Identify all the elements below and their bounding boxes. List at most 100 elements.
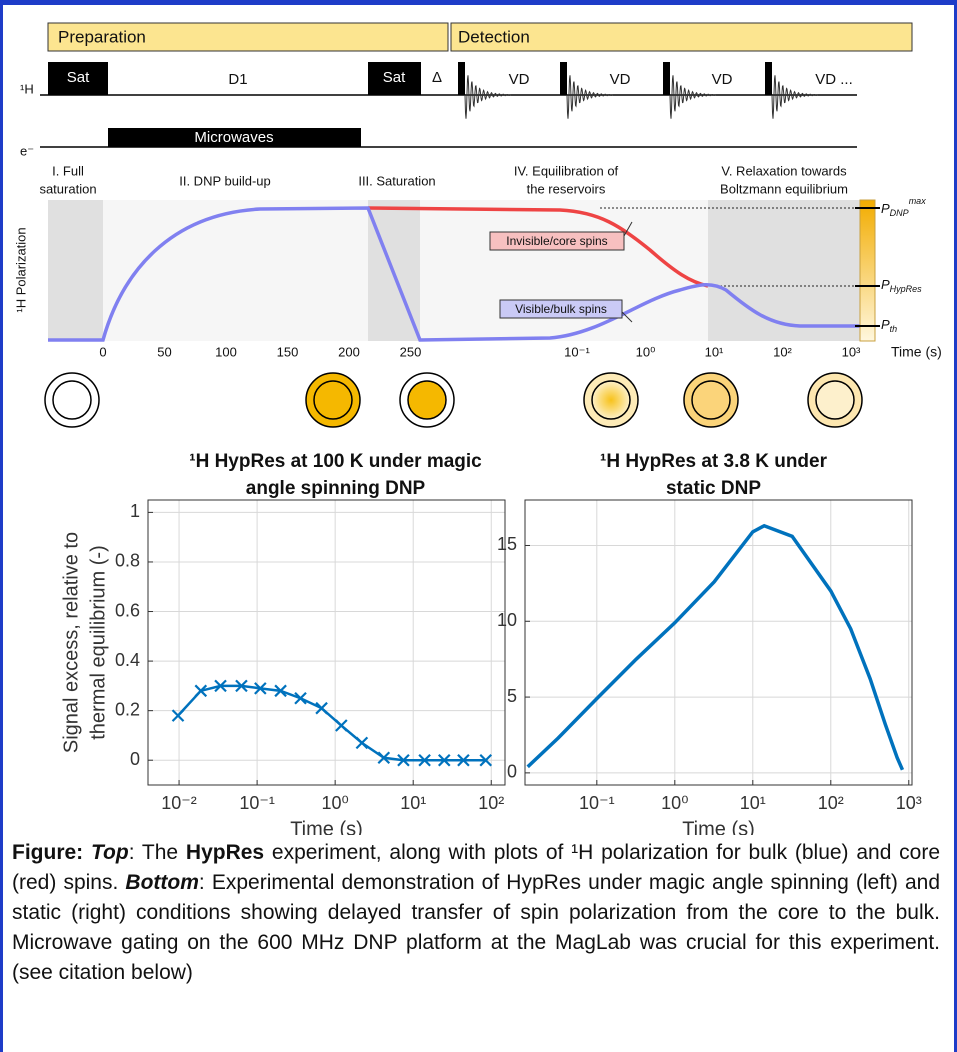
caption-run: experiment, along with plots of ¹H polar… [12,841,941,894]
caption-run: Top [90,841,129,864]
level-label: Pth [881,317,897,334]
microwave-label: Microwaves [194,129,273,146]
marker [355,736,369,750]
x-tick-label: 10⁻² [161,793,197,813]
microwave-block [108,128,361,147]
curve-tag [499,299,623,319]
phase-label: Boltzmann equilibrium [720,181,848,196]
x-tick-label: 10⁻¹ [564,344,590,359]
marker [235,679,248,693]
chart-title: angle spinning DNP [246,478,426,499]
marker [171,709,185,722]
phase-label: IV. Equilibration of [514,163,619,178]
marker [418,753,431,767]
fid [566,75,614,119]
x-tick-label: 10⁻¹ [579,793,615,813]
pulse-label: Δ [432,69,442,86]
x-tick-label: 10³ [896,793,922,813]
axes-background [525,500,912,785]
stage-box [450,22,913,52]
data-line [177,684,486,762]
pulse-block [368,62,421,95]
level-label: PHypRes [881,277,922,294]
chart-title: ¹H HypRes at 100 K under magic [189,451,482,472]
channel-label: ¹H [20,81,34,96]
marker [377,751,391,765]
caption-run: Bottom [125,871,199,894]
pointer [623,221,633,237]
x-tick-label: 10³ [842,344,861,359]
level-sup: max [909,196,927,206]
phase-shade [708,200,860,341]
x-tick-label: 50 [157,344,171,359]
level-sub: HypRes [890,284,923,294]
marker [214,679,227,693]
level-sub: DNP [890,208,909,218]
stage-box [47,22,449,52]
stage-label: Preparation [58,27,146,46]
pulse-label: VD [712,71,733,88]
caption-run: Figure: [12,841,84,864]
caption: Figure: Top: The HypRes experiment, alon… [12,838,940,988]
marker [274,684,287,698]
pulse-label: Sat [383,69,406,86]
pulse-block [663,62,670,95]
x-tick-label: 100 [215,344,237,359]
x-tick-label: 10⁰ [636,344,656,359]
pulse-block [48,62,108,95]
axes-background [148,500,505,785]
pulse-block [560,62,567,95]
y-axis-label: ¹H Polarization [13,227,28,312]
data-line [526,523,905,771]
curve-tag [489,231,625,251]
x-tick-label: 10² [478,793,504,813]
axes-frame [147,499,506,786]
marker [437,753,451,767]
x-tick-label: 150 [277,344,299,359]
y-tick-label: 0.6 [115,600,140,620]
sample-icons [44,372,863,428]
sample-inner [591,380,631,420]
x-tick-label: 10⁻¹ [239,793,275,813]
level-label: PDNPmax [881,196,926,218]
caption-run: HypRes [185,841,265,864]
core-curve [367,206,709,288]
level-base: P [881,317,890,332]
sample-inner [52,380,92,420]
sample-inner [313,380,353,420]
y-axis-label: Signal excess, relative to [60,532,82,753]
x-axis-label: Time (s) [891,344,942,360]
pulse-block [765,62,772,95]
x-tick-label: 10¹ [705,344,724,359]
y-tick-label: 0 [130,749,140,769]
pulse-label: Sat [67,69,90,86]
fid [669,75,717,119]
stage-label: Detection [458,27,530,46]
fid [771,75,819,119]
sample-inner [407,380,447,420]
pulse-label: D1 [228,71,247,88]
marker [294,691,307,705]
marker [479,753,493,767]
curve-tag-label: Visible/bulk spins [515,302,607,316]
y-tick-label: 10 [497,610,517,630]
y-tick-label: 15 [497,534,517,554]
x-axis-label: Time (s) [290,818,363,835]
y-tick-label: 0.4 [115,650,140,670]
y-tick-label: 0 [507,762,517,782]
phase-label: the reservoirs [527,181,606,196]
pulse-block [458,62,465,95]
curve-tag-label: Invisible/core spins [506,234,607,248]
y-tick-label: 1 [130,501,140,521]
caption-run [83,841,91,864]
x-tick-label: 10² [773,344,792,359]
pulse-label: VD [509,71,530,88]
x-tick-label: 0 [99,344,106,359]
marker [194,684,208,698]
phase-label: III. Saturation [358,173,435,188]
marker [315,701,328,715]
marker [254,682,267,695]
chart-title: static DNP [666,478,761,499]
